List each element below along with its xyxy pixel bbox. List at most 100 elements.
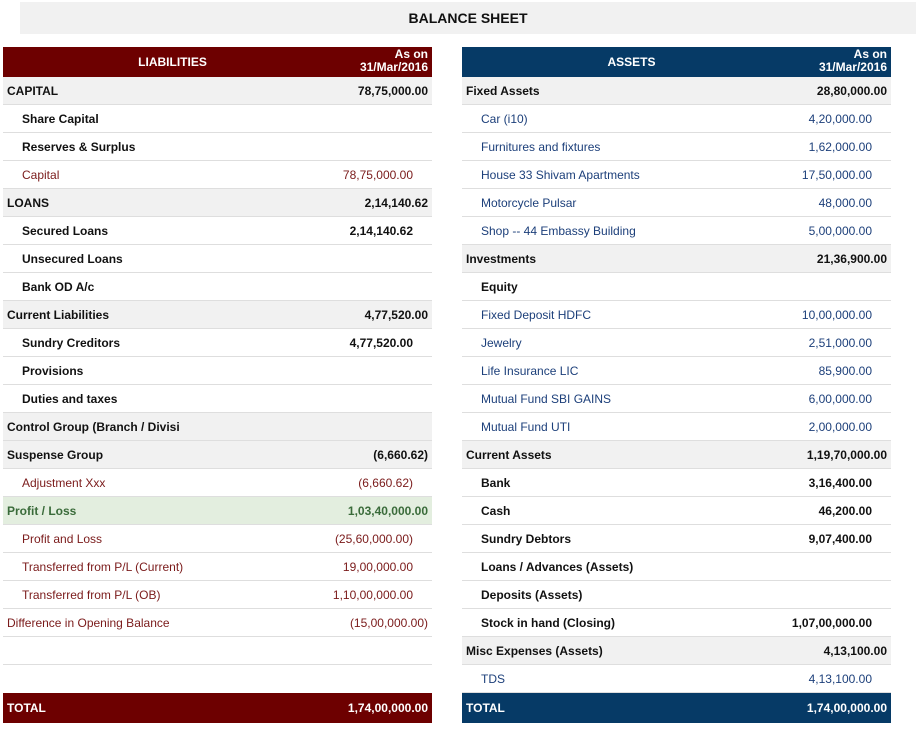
assets-date-header: As on 31/Mar/2016: [819, 48, 887, 74]
table-row[interactable]: Jewelry 2,51,000.00: [462, 329, 891, 357]
table-row[interactable]: Deposits (Assets): [462, 581, 891, 609]
row-label: Current Assets: [466, 447, 552, 462]
row-value: 2,14,140.62: [364, 195, 428, 210]
table-row[interactable]: Investments 21,36,900.00: [462, 245, 891, 273]
assets-panel: ASSETS As on 31/Mar/2016 Fixed Assets 28,…: [462, 47, 891, 723]
row-value: 78,75,000.00: [357, 83, 428, 98]
table-row[interactable]: Cash 46,200.00: [462, 497, 891, 525]
row-label: Loans / Advances (Assets): [481, 559, 634, 574]
row-label: Transferred from P/L (OB): [22, 587, 161, 602]
row-label: Reserves & Surplus: [22, 139, 136, 154]
row-label: Provisions: [22, 363, 84, 378]
row-label: Difference in Opening Balance: [7, 615, 170, 630]
table-row[interactable]: Capital 78,75,000.00: [3, 161, 432, 189]
table-row[interactable]: Bank OD A/c: [3, 273, 432, 301]
row-value: 5,00,000.00: [808, 223, 872, 238]
table-row[interactable]: Share Capital: [3, 105, 432, 133]
row-value: 17,50,000.00: [801, 167, 872, 182]
table-row[interactable]: Reserves & Surplus: [3, 133, 432, 161]
table-row[interactable]: Stock in hand (Closing) 1,07,00,000.00: [462, 609, 891, 637]
table-row[interactable]: Suspense Group (6,660.62): [3, 441, 432, 469]
table-row[interactable]: Unsecured Loans: [3, 245, 432, 273]
table-row[interactable]: TDS 4,13,100.00: [462, 665, 891, 693]
liabilities-header-label: LIABILITIES: [138, 55, 207, 69]
row-label: Shop -- 44 Embassy Building: [481, 223, 636, 238]
row-label: Adjustment Xxx: [22, 475, 106, 490]
row-value: 2,14,140.62: [349, 223, 413, 238]
table-row[interactable]: Life Insurance LIC 85,900.00: [462, 357, 891, 385]
table-row[interactable]: Difference in Opening Balance (15,00,000.…: [3, 609, 432, 637]
table-row[interactable]: Current Liabilities 4,77,520.00: [3, 301, 432, 329]
table-row[interactable]: Bank 3,16,400.00: [462, 469, 891, 497]
as-on-label: As on: [394, 47, 428, 61]
table-row[interactable]: Profit and Loss (25,60,000.00): [3, 525, 432, 553]
assets-total-row: TOTAL 1,74,00,000.00: [462, 693, 891, 723]
table-row[interactable]: Fixed Assets 28,80,000.00: [462, 77, 891, 105]
table-row[interactable]: Profit / Loss 1,03,40,000.00: [3, 497, 432, 525]
row-value: 6,00,000.00: [808, 391, 872, 406]
as-on-label: As on: [853, 47, 887, 61]
row-value: 1,07,00,000.00: [791, 615, 872, 630]
row-label: Control Group (Branch / Divisi: [7, 419, 180, 434]
row-value: (15,00,000.00): [349, 615, 428, 630]
as-on-date: 31/Mar/2016: [818, 60, 887, 74]
liabilities-total-row: TOTAL 1,74,00,000.00: [3, 693, 432, 723]
row-label: Fixed Assets: [466, 83, 540, 98]
row-value: (6,660.62): [373, 447, 428, 462]
table-row[interactable]: Adjustment Xxx (6,660.62): [3, 469, 432, 497]
row-value: 21,36,900.00: [816, 251, 887, 266]
row-label: Mutual Fund SBI GAINS: [481, 391, 612, 406]
table-row[interactable]: House 33 Shivam Apartments 17,50,000.00: [462, 161, 891, 189]
table-row[interactable]: Motorcycle Pulsar 48,000.00: [462, 189, 891, 217]
table-row[interactable]: Sundry Creditors 4,77,520.00: [3, 329, 432, 357]
row-value: 1,03,40,000.00: [347, 503, 428, 518]
table-row[interactable]: Duties and taxes: [3, 385, 432, 413]
row-value: 4,13,100.00: [823, 643, 887, 658]
row-label: Bank: [481, 475, 511, 490]
table-row[interactable]: Furnitures and fixtures 1,62,000.00: [462, 133, 891, 161]
table-row[interactable]: CAPITAL 78,75,000.00: [3, 77, 432, 105]
table-row[interactable]: Control Group (Branch / Divisi: [3, 413, 432, 441]
row-label: Transferred from P/L (Current): [22, 559, 184, 574]
assets-header: ASSETS As on 31/Mar/2016: [462, 47, 891, 77]
liabilities-panel: LIABILITIES As on 31/Mar/2016 CAPITAL 78,…: [3, 47, 432, 723]
row-label: Bank OD A/c: [22, 279, 95, 294]
row-value: 9,07,400.00: [808, 531, 872, 546]
table-row[interactable]: Mutual Fund SBI GAINS 6,00,000.00: [462, 385, 891, 413]
table-row[interactable]: LOANS 2,14,140.62: [3, 189, 432, 217]
table-row[interactable]: Shop -- 44 Embassy Building 5,00,000.00: [462, 217, 891, 245]
table-row[interactable]: Mutual Fund UTI 2,00,000.00: [462, 413, 891, 441]
row-label: Secured Loans: [22, 223, 109, 238]
total-value: 1,74,00,000.00: [347, 701, 428, 715]
table-row[interactable]: Provisions: [3, 357, 432, 385]
table-row[interactable]: Secured Loans 2,14,140.62: [3, 217, 432, 245]
row-value: 4,77,520.00: [349, 335, 413, 350]
row-value: 1,62,000.00: [808, 139, 872, 154]
table-row[interactable]: Equity: [462, 273, 891, 301]
table-row[interactable]: Misc Expenses (Assets) 4,13,100.00: [462, 637, 891, 665]
row-value: 46,200.00: [818, 503, 872, 518]
table-row[interactable]: Transferred from P/L (Current) 19,00,000.…: [3, 553, 432, 581]
table-row[interactable]: Transferred from P/L (OB) 1,10,00,000.00: [3, 581, 432, 609]
row-label: Car (i10): [481, 111, 528, 126]
table-row[interactable]: Car (i10) 4,20,000.00: [462, 105, 891, 133]
row-value: 2,00,000.00: [808, 419, 872, 434]
row-value: 1,10,00,000.00: [332, 587, 413, 602]
row-value: 4,77,520.00: [364, 307, 428, 322]
row-label: Jewelry: [481, 335, 522, 350]
table-row[interactable]: Fixed Deposit HDFC 10,00,000.00: [462, 301, 891, 329]
total-value: 1,74,00,000.00: [806, 701, 887, 715]
table-row[interactable]: Loans / Advances (Assets): [462, 553, 891, 581]
row-label: Share Capital: [22, 111, 99, 126]
row-label: Current Liabilities: [7, 307, 110, 322]
table-row[interactable]: Sundry Debtors 9,07,400.00: [462, 525, 891, 553]
row-label: Misc Expenses (Assets): [466, 643, 603, 658]
row-label: TDS: [481, 671, 505, 686]
row-label: Sundry Creditors: [22, 335, 121, 350]
row-value: 28,80,000.00: [816, 83, 887, 98]
row-label: Life Insurance LIC: [481, 363, 579, 378]
row-value: 4,13,100.00: [808, 671, 872, 686]
table-row[interactable]: Current Assets 1,19,70,000.00: [462, 441, 891, 469]
as-on-date: 31/Mar/2016: [359, 60, 428, 74]
row-value: 78,75,000.00: [342, 167, 413, 182]
